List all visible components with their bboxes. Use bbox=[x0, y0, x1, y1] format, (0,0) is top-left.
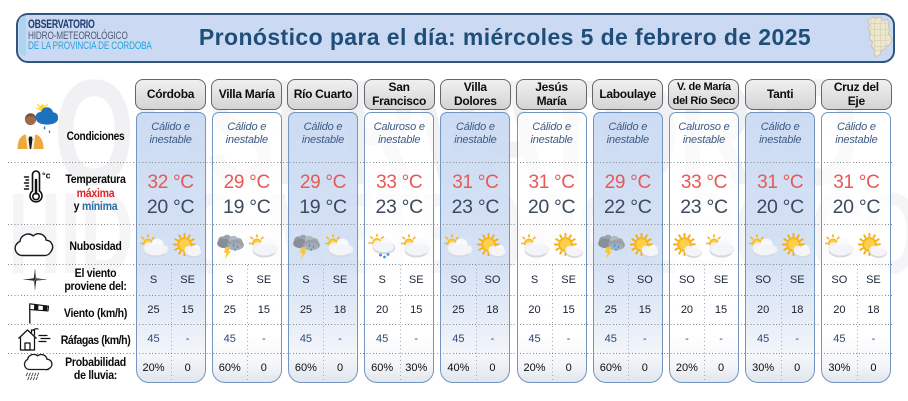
svg-text:°c: °c bbox=[42, 171, 50, 181]
